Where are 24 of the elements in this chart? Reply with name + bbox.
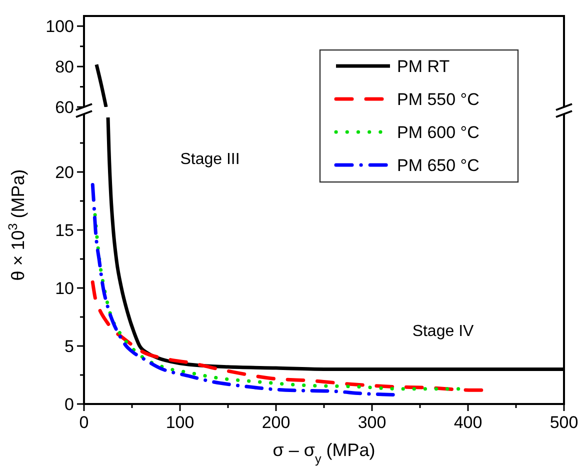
x-tick-label: 100	[166, 413, 194, 432]
y-tick-label: 60	[55, 98, 74, 117]
x-tick-label: 400	[454, 413, 482, 432]
y-tick-label: 0	[64, 394, 74, 414]
y-tick-label: 15	[55, 220, 74, 240]
legend-label: PM 650 °C	[397, 156, 480, 175]
legend-label: PM 600 °C	[397, 122, 480, 142]
legend-label: PM 550 °C	[397, 90, 480, 109]
x-tick-label: 300	[358, 413, 386, 432]
annotation: Stage IV	[412, 323, 474, 340]
x-tick-label: 200	[262, 413, 290, 432]
x-tick-label: 500	[550, 413, 578, 432]
line-series	[90, 280, 484, 392]
y-tick-label: 100	[46, 17, 74, 36]
x-axis-title: σ – σ$_{y}$ (MPa)	[272, 440, 376, 466]
x-tick-label: 0	[79, 413, 89, 432]
y-tick-label: 80	[55, 58, 74, 77]
annotation: Stage III	[180, 151, 240, 168]
y-tick-label: 5	[64, 336, 74, 356]
line-series	[90, 183, 395, 396]
y-tick-label: 10	[55, 278, 74, 298]
legend-label: PM RT	[397, 56, 450, 76]
line-series	[93, 213, 460, 391]
y-tick-label: 20	[55, 162, 74, 182]
